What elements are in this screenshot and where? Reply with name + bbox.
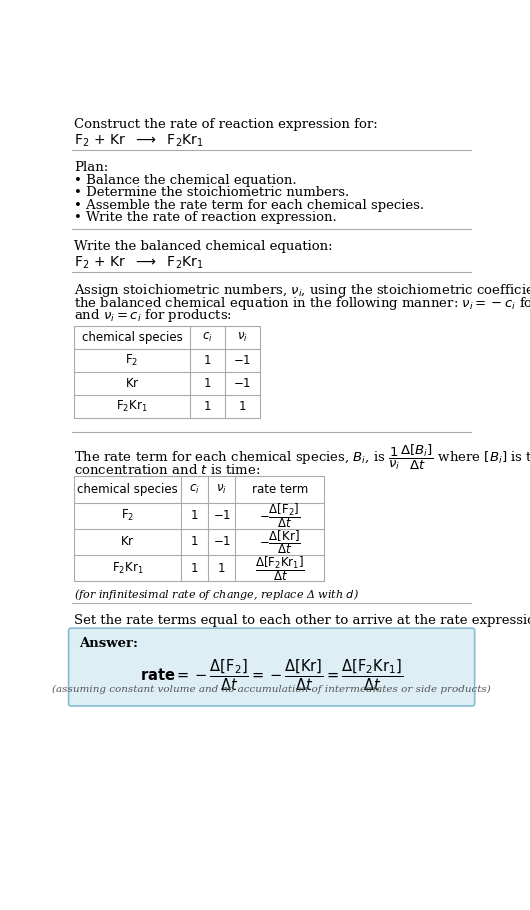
Text: the balanced chemical equation in the following manner: $\nu_i = -c_i$ for react: the balanced chemical equation in the fo… [74,295,530,312]
Text: $\nu_i$: $\nu_i$ [237,330,248,344]
Text: $\mathrm{F_2}$: $\mathrm{F_2}$ [121,508,134,523]
Text: Assign stoichiometric numbers, $\nu_i$, using the stoichiometric coefficients, $: Assign stoichiometric numbers, $\nu_i$, … [74,282,530,299]
Text: 1: 1 [204,399,211,413]
Text: $\mathrm{Kr}$: $\mathrm{Kr}$ [120,535,135,549]
Text: $-1$: $-1$ [213,535,231,549]
Text: and $\nu_i = c_i$ for products:: and $\nu_i = c_i$ for products: [74,307,232,324]
Text: chemical species: chemical species [82,330,182,344]
Text: $\mathrm{F_2Kr_1}$: $\mathrm{F_2Kr_1}$ [112,561,143,576]
Text: $\mathrm{Kr}$: $\mathrm{Kr}$ [125,377,139,389]
Text: chemical species: chemical species [77,483,178,496]
Text: (for infinitesimal rate of change, replace Δ with $d$): (for infinitesimal rate of change, repla… [74,587,359,602]
Text: • Assemble the rate term for each chemical species.: • Assemble the rate term for each chemic… [74,198,424,211]
Text: $-1$: $-1$ [233,377,252,389]
Text: $\dfrac{\Delta[\mathrm{F_2Kr_1}]}{\Delta t}$: $\dfrac{\Delta[\mathrm{F_2Kr_1}]}{\Delta… [255,553,305,582]
Text: 1: 1 [191,561,198,574]
Text: concentration and $t$ is time:: concentration and $t$ is time: [74,462,260,477]
Text: rate term: rate term [252,483,308,496]
Text: 1: 1 [204,377,211,389]
Bar [74,477,324,581]
Text: $\mathrm{F_2}$: $\mathrm{F_2}$ [126,353,139,368]
Text: $c_i$: $c_i$ [202,330,213,344]
FancyBboxPatch shape [68,628,475,706]
Bar [74,326,260,418]
Text: 1: 1 [218,561,225,574]
Text: 1: 1 [191,535,198,549]
Text: $\mathrm{F_2Kr_1}$: $\mathrm{F_2Kr_1}$ [116,399,148,414]
Text: Construct the rate of reaction expression for:: Construct the rate of reaction expressio… [74,118,378,131]
Text: 1: 1 [204,354,211,367]
Text: (assuming constant volume and no accumulation of intermediates or side products): (assuming constant volume and no accumul… [52,685,491,694]
Text: Answer:: Answer: [78,637,138,650]
Text: • Balance the chemical equation.: • Balance the chemical equation. [74,174,297,187]
Text: 1: 1 [191,510,198,522]
Text: $-\dfrac{\Delta[\mathrm{F_2}]}{\Delta t}$: $-\dfrac{\Delta[\mathrm{F_2}]}{\Delta t}… [259,501,301,531]
Text: $\mathrm{F_2}$ + Kr  $\longrightarrow$  $\mathrm{F_2Kr_1}$: $\mathrm{F_2}$ + Kr $\longrightarrow$ $\… [74,255,204,271]
Text: The rate term for each chemical species, $B_i$, is $\dfrac{1}{\nu_i}\dfrac{\Delt: The rate term for each chemical species,… [74,442,530,472]
Text: $\nu_i$: $\nu_i$ [216,483,227,496]
Text: $-\dfrac{\Delta[\mathrm{Kr}]}{\Delta t}$: $-\dfrac{\Delta[\mathrm{Kr}]}{\Delta t}$ [259,528,301,556]
Text: 1: 1 [239,399,246,413]
Text: Set the rate terms equal to each other to arrive at the rate expression:: Set the rate terms equal to each other t… [74,613,530,627]
Text: Plan:: Plan: [74,161,108,174]
Text: $-1$: $-1$ [213,510,231,522]
Text: $c_i$: $c_i$ [189,483,200,496]
Text: Write the balanced chemical equation:: Write the balanced chemical equation: [74,240,333,253]
Text: • Write the rate of reaction expression.: • Write the rate of reaction expression. [74,211,337,224]
Text: $\mathrm{F_2}$ + Kr  $\longrightarrow$  $\mathrm{F_2Kr_1}$: $\mathrm{F_2}$ + Kr $\longrightarrow$ $\… [74,133,204,149]
Text: • Determine the stoichiometric numbers.: • Determine the stoichiometric numbers. [74,187,349,199]
Text: $-1$: $-1$ [233,354,252,367]
Text: $\mathbf{rate} = -\dfrac{\Delta[\mathrm{F_2}]}{\Delta t} = -\dfrac{\Delta[\mathr: $\mathbf{rate} = -\dfrac{\Delta[\mathrm{… [140,657,403,693]
